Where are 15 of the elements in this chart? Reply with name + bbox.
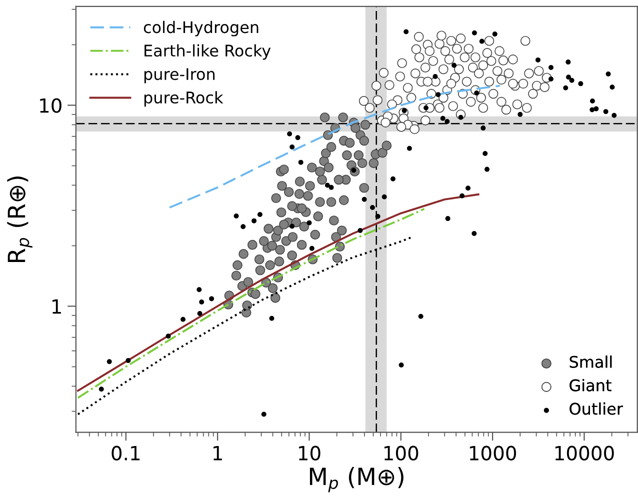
x-tick-label: 1000 <box>470 446 516 461</box>
x-tick-label: 1 <box>214 446 222 460</box>
x-tick-label: 10000 <box>555 446 614 461</box>
legend-label: Outlier <box>570 402 623 415</box>
legend-label: Giant <box>570 378 612 392</box>
x-tick-label: 0.1 <box>112 446 140 461</box>
legend-label: pure-Iron <box>144 68 215 84</box>
x-tick-label: 100 <box>384 446 418 461</box>
legend-label: cold-Hydrogen <box>144 20 258 36</box>
legend-label: Earth-like Rocky <box>144 44 271 60</box>
x-axis-title: M$_{p}$ (M⊕) <box>310 467 404 492</box>
y-axis-title: R$_{p}$ (R⊕) <box>7 176 32 262</box>
legend-label: pure-Rock <box>144 91 224 107</box>
legend-label: Small <box>570 356 612 368</box>
x-tick-label: 10 <box>298 446 320 461</box>
